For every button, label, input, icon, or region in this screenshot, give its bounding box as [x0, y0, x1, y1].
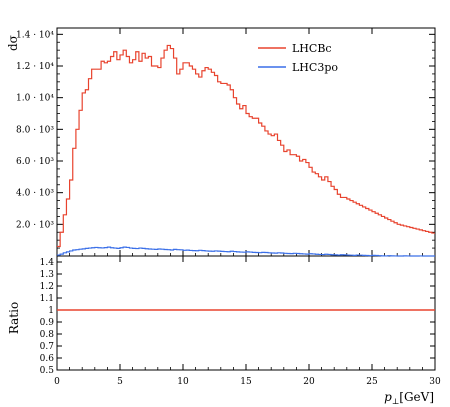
x-tick-label: 5	[117, 377, 123, 387]
ratio-y-tick-label: 1.3	[40, 270, 55, 280]
legend-label-lhcbc: LHCBc	[292, 42, 332, 55]
y-tick-label: 1.2 · 10⁴	[16, 62, 54, 72]
x-axis-label: p⊥[GeV]	[384, 390, 434, 406]
ratio-y-axis: 0.5 0.6 0.7 0.8 0.9 1 1.1 1.2 1.3 1.4	[40, 258, 435, 376]
ratio-y-tick-label: 0.7	[40, 342, 55, 352]
x-axis-label-symbol: p	[384, 390, 392, 404]
y-tick-label: 2.0 · 10³	[16, 220, 54, 230]
y-tick-label: 4.0 · 10³	[16, 189, 54, 199]
ratio-panel-frame	[56, 255, 436, 371]
x-tick-label: 10	[177, 377, 189, 387]
ratio-y-tick-label: 1.2	[40, 282, 54, 292]
main-y-axis: 2.0 · 10³ 4.0 · 10³ 6.0 · 10³ 8.0 · 10³ 1.0 …	[16, 30, 435, 249]
legend-label-lhc3po: LHC3po	[292, 61, 338, 74]
ratio-y-tick-label: 1.4	[40, 258, 55, 268]
ratio-y-tick-label: 1.1	[40, 294, 54, 304]
y-tick-label: 1.4 · 10⁴	[16, 30, 54, 40]
ratio-y-tick-label: 0.5	[40, 366, 55, 376]
ratio-y-tick-label: 0.8	[40, 330, 55, 340]
x-tick-label: 30	[429, 377, 441, 387]
y-tick-label: 6.0 · 10³	[16, 157, 54, 167]
y-tick-label: 8.0 · 10³	[16, 125, 54, 135]
x-axis-label-unit: [GeV]	[399, 390, 434, 404]
ratio-y-tick-label: 0.9	[40, 318, 55, 328]
x-axis: 0 5 10 15 20 25 30	[54, 28, 441, 387]
y-axis-label: dσ	[6, 35, 20, 51]
series-layer	[57, 44, 435, 257]
y-tick-label: 1.0 · 10⁴	[16, 94, 54, 104]
series-line-lhc3po	[57, 246, 435, 257]
x-tick-label: 15	[240, 377, 252, 387]
series-line-lhcbc	[57, 44, 435, 248]
legend: LHCBc LHC3po	[258, 42, 338, 74]
x-tick-label: 25	[366, 377, 378, 387]
ratio-axis-label: Ratio	[7, 302, 21, 334]
x-axis-label-sub: ⊥	[392, 397, 400, 406]
ratio-y-tick-label: 0.6	[40, 354, 55, 364]
x-tick-label: 0	[54, 377, 60, 387]
x-tick-label: 20	[303, 377, 315, 387]
ratio-y-tick-label: 1	[48, 306, 54, 316]
main-panel-frame	[56, 27, 436, 257]
